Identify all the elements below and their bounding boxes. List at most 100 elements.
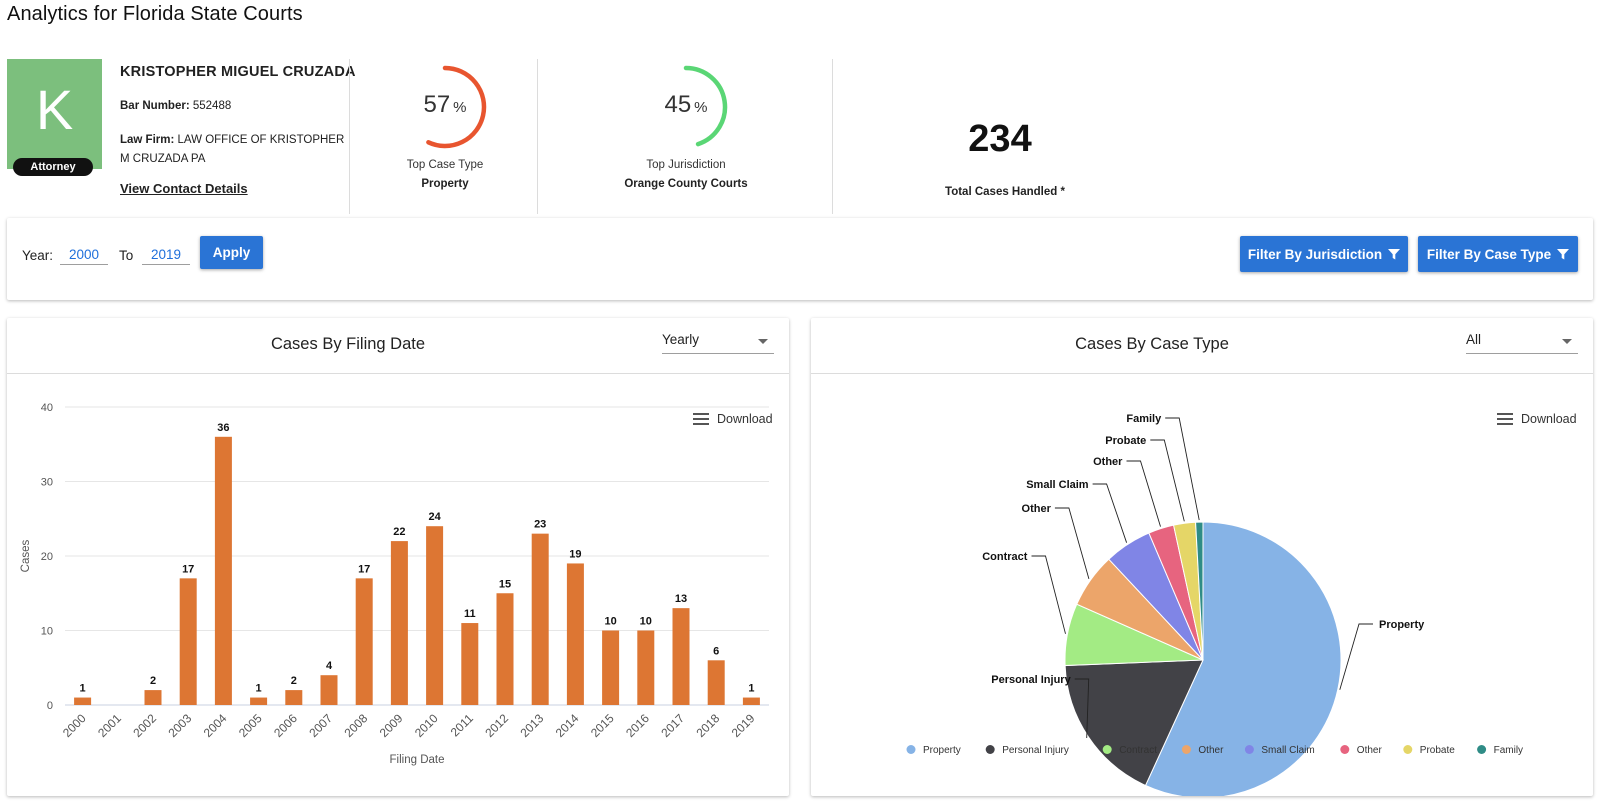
bar [144,690,162,705]
bar-value-label: 2 [291,675,297,687]
case-type-ring [426,65,487,149]
avatar-letter: K [35,78,74,141]
filter-icon [1557,249,1570,260]
legend-item: Contract [1119,745,1157,756]
divider [832,59,833,214]
case-type-ring-arc [426,65,487,149]
pie-data-label: Family [1126,413,1162,425]
bar [214,436,232,705]
bar [179,578,197,705]
x-tick-label: 2019 [729,711,758,740]
total-cases-value: 234 [968,118,1032,160]
legend-marker [1403,745,1413,754]
legend-marker [1340,745,1350,754]
chevron-down-icon [758,339,768,344]
x-tick-label: 2008 [342,711,371,740]
pie-connector [1165,417,1200,521]
bar [426,526,444,705]
filing-date-card: Cases By Filing Date Yearly Download 0 10… [7,318,789,796]
filter-icon [1388,249,1401,260]
bar [602,630,620,705]
bar [355,578,373,705]
x-tick-label: 2014 [553,711,582,740]
bar [566,563,584,705]
case-type-download-label: Download [1521,412,1577,426]
jurisdiction-ring [683,65,728,147]
case-type-value: 57 [423,91,451,118]
legend-marker [1102,745,1112,754]
jurisdiction-ring-arc [683,65,728,147]
bar-value-label: 2 [150,675,156,687]
bar-value-label: 10 [640,616,652,628]
legend-item: Personal Injury [1002,745,1069,756]
attorney-name: KRISTOPHER MIGUEL CRUZADA [120,64,356,80]
period-select[interactable]: Yearly [662,330,774,354]
case-type-title: Cases By Case Type [1075,335,1229,353]
jurisdiction-sub: Orange County Courts [624,178,748,190]
bar [637,630,655,705]
case-type-select-value: All [1466,332,1482,347]
bar-value-label: 13 [675,593,687,605]
to-label: To [119,248,134,263]
bar [531,533,549,705]
bar [461,623,479,705]
year-label: Year: [22,248,54,263]
legend-item: Small Claim [1261,745,1314,756]
pie-data-label: Personal Injury [991,674,1071,686]
pie-data-label: Other [1022,503,1052,515]
x-tick-label: 2013 [518,711,547,740]
jurisdiction-percent: 45% [641,91,731,119]
case-type-unit: % [453,99,467,116]
bar-value-label: 1 [80,683,86,695]
bar [742,697,760,705]
bar [672,608,690,705]
period-select-value: Yearly [662,332,700,347]
bar-value-label: 17 [182,563,194,575]
bar [707,660,725,705]
filing-date-title: Cases By Filing Date [270,335,426,353]
bar [285,690,303,705]
case-type-download-button[interactable]: Download [1497,412,1577,426]
role-badge: Attorney [13,158,93,176]
pie-connector [1054,507,1090,580]
x-tick-label: 2018 [694,711,723,740]
legend-item: Other [1357,745,1383,756]
case-type-select[interactable]: All [1466,330,1578,354]
law-firm-label: Law Firm: [120,134,175,146]
bar-number-label: Bar Number: [120,100,190,112]
x-tick-label: 2007 [306,711,335,740]
filing-download-label: Download [717,412,773,426]
bar-value-label: 36 [217,422,229,434]
pie-data-label: Probate [1105,435,1146,447]
filing-download-button[interactable]: Download [693,412,773,426]
case-type-percent: 57% [400,91,490,119]
pie-data-label: Contract [982,551,1028,563]
pie-connector [1126,460,1161,527]
x-tick-label: 2000 [60,711,89,740]
view-contact-link[interactable]: View Contact Details [120,181,248,196]
bar-number: Bar Number: 552488 [120,100,231,112]
case-type-card-header: Cases By Case Type All [811,318,1593,374]
legend-marker [1477,745,1487,754]
pie-slice [1064,659,1204,787]
filing-bar-chart: 0 10 20 30 40 Cases 1 2000 2001 2 2002 17 2003 36 2004… [20,402,769,766]
divider [349,59,350,214]
case-type-label: Top Case Type [406,159,484,171]
year-from-input[interactable] [60,245,108,265]
legend-marker [985,745,995,754]
bar-value-label: 22 [393,526,405,538]
pie-connector [1150,439,1185,522]
law-firm-value: LAW OFFICE OF KRISTOPHER M CRUZADA PA [120,134,345,165]
pie-slice [1195,521,1204,661]
legend-item: Property [923,745,961,756]
bar-value-label: 11 [464,608,476,620]
x-tick-label: 2009 [377,711,406,740]
pie-connector [1092,483,1128,543]
pie-data-label: Small Claim [1026,479,1089,491]
year-to-input[interactable] [142,245,190,265]
bar-value-label: 1 [748,683,754,695]
apply-button[interactable]: Apply [200,236,263,269]
menu-icon [1497,413,1513,425]
filter-jurisdiction-button[interactable]: Filter By Jurisdiction [1240,236,1408,272]
filter-case-type-button[interactable]: Filter By Case Type [1418,236,1578,272]
